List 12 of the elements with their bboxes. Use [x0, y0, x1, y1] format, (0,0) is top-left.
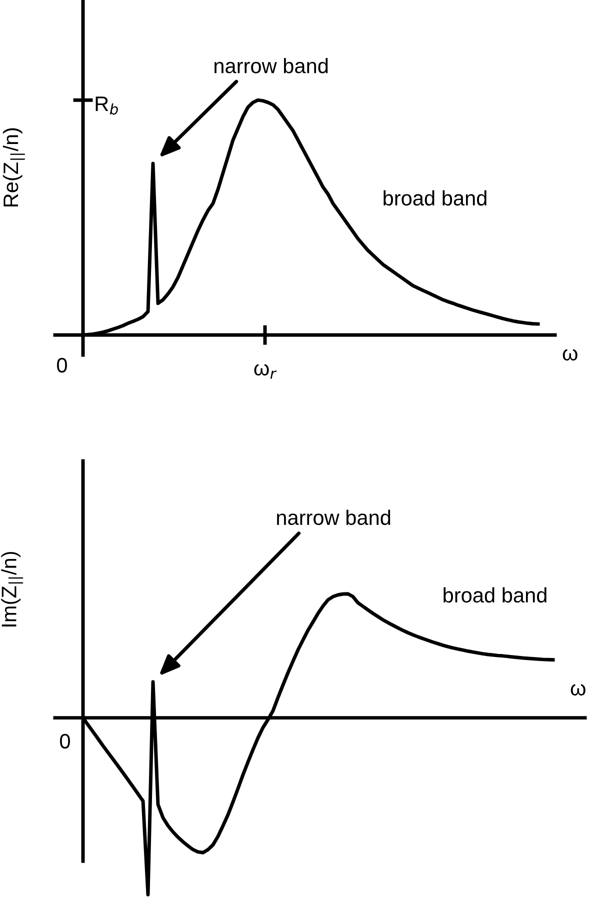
text: narrow band: [214, 58, 328, 74]
annotation: R$_{b}$: [96, 96, 118, 115]
x-axis-title: ω: [570, 684, 586, 696]
text: ω$_{r}$: [254, 364, 277, 379]
x-axis-title: ω: [562, 349, 578, 361]
annotation: broad band: [384, 190, 486, 206]
text: 0: [57, 358, 67, 373]
text: narrow band: [277, 510, 390, 526]
annotation: broad band: [444, 587, 546, 603]
y-axis-title: Im(Z$_{||}$/n): [1, 552, 24, 626]
text: 0: [60, 734, 70, 749]
y-axis-title: Re(Z$_{||}$/n): [2, 128, 25, 206]
